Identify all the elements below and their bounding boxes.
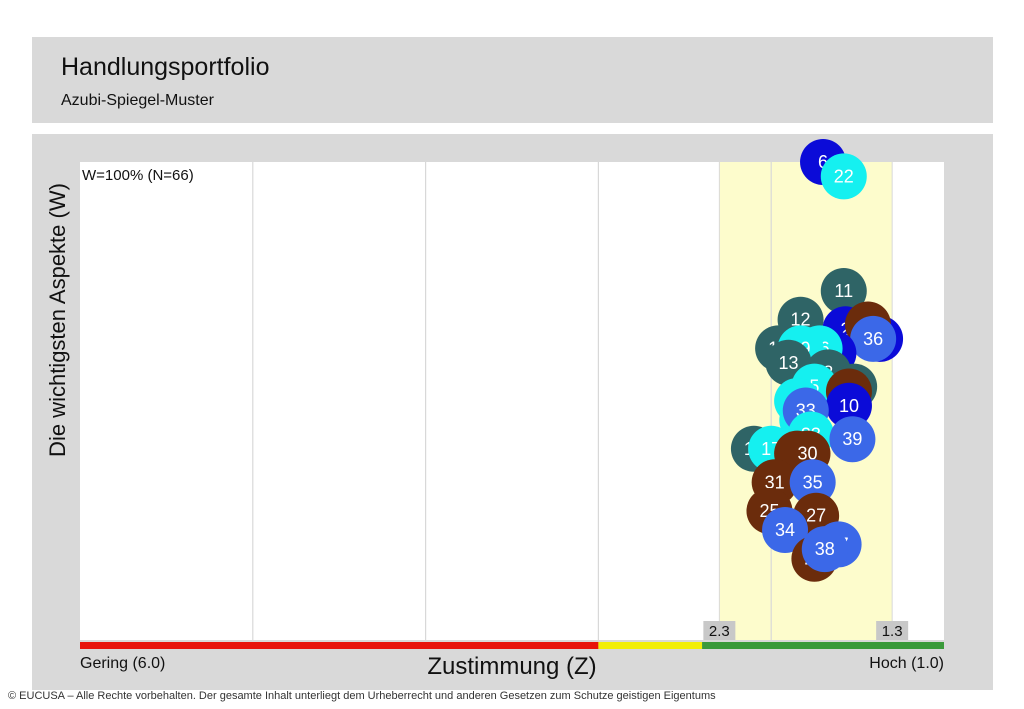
data-point	[762, 507, 809, 554]
data-point-label: 36	[863, 329, 883, 349]
data-point-label: 22	[834, 166, 854, 186]
data-point	[829, 416, 876, 463]
x-axis-max-label: Hoch (1.0)	[869, 655, 944, 672]
color-bar-segment	[702, 642, 944, 649]
x-axis-label: Zustimmung (Z)	[427, 653, 597, 680]
range-label-box	[876, 621, 909, 640]
data-point	[850, 315, 897, 362]
data-point	[789, 459, 836, 506]
data-point	[825, 382, 872, 429]
data-point-label: 12	[791, 310, 811, 330]
range-label: 2.3	[709, 623, 730, 640]
data-point-label: 34	[775, 520, 795, 540]
data-point-label: 38	[815, 539, 835, 559]
data-point	[820, 268, 867, 315]
data-point-label: 11	[834, 281, 853, 301]
data-point-label: 13	[778, 353, 798, 373]
color-bar-segment	[80, 642, 599, 649]
header-bar: Handlungsportfolio Azubi-Spiegel-Muster	[32, 37, 993, 123]
data-point	[820, 153, 867, 200]
range-label-box	[703, 621, 736, 640]
data-point-label: 6	[818, 152, 828, 172]
data-point-label: 27	[806, 506, 826, 526]
chart-title: Handlungsportfolio	[61, 53, 270, 81]
data-point-label: 39	[842, 429, 862, 449]
data-point-label: 35	[803, 472, 823, 492]
sample-size-annotation: W=100% (N=66)	[82, 167, 194, 184]
range-label: 1.3	[882, 623, 903, 640]
x-axis-min-label: Gering (6.0)	[80, 655, 166, 672]
color-bar-segment	[598, 642, 703, 649]
data-point-label: 30	[797, 444, 817, 464]
data-point	[801, 526, 848, 573]
data-point-label: 31	[765, 472, 785, 492]
chart-subtitle: Azubi-Spiegel-Muster	[61, 92, 214, 109]
copyright-footer: © EUCUSA – Alle Rechte vorbehalten. Der …	[8, 690, 716, 702]
data-point-label: 10	[839, 396, 859, 416]
